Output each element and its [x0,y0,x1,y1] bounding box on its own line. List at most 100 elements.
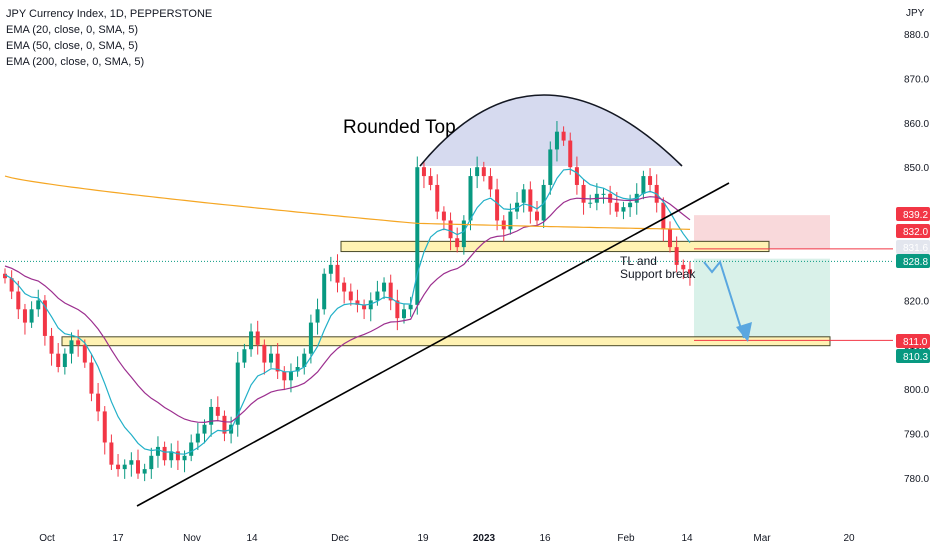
y-axis-tick: 860.0 [904,119,929,130]
candle-body [408,304,413,310]
candle-body [155,446,160,456]
candle-body [288,371,293,381]
candle-body [395,300,400,319]
candle-body [561,131,566,141]
legend-ema-200: EMA (200, close, 0, SMA, 5) [6,56,145,68]
candle-body [581,184,586,203]
projection-arrowhead [736,322,752,342]
candle-body [614,202,619,212]
price-tag-bg [896,349,930,363]
candle-body [448,220,453,239]
candle-body [242,349,247,363]
candle-body [189,442,194,456]
legend-ema-20: EMA (20, close, 0, SMA, 5) [6,24,139,36]
candle-body [62,353,67,367]
candle-body [3,273,7,279]
candle-body [275,353,280,372]
candle-body [96,393,101,412]
candle-body [42,300,47,336]
x-axis-tick: Nov [183,533,201,544]
price-tags: 839.2 832.0 831.6 828.8 811.0 810.3 [896,207,930,363]
price-tag-label: 831.6 [903,243,928,254]
candle-body [621,207,626,212]
support-box-upper [340,240,770,253]
ema-50-line [4,196,691,424]
candle-body [574,167,579,185]
candle-body [661,202,666,230]
candle-body [262,344,267,363]
candle-body [382,282,387,292]
candle-body [435,184,440,212]
candle-body [548,149,553,185]
trendline [136,182,730,507]
x-axis-tick: 14 [681,533,693,544]
candle-body [668,229,672,248]
candle-body [76,340,81,345]
candle-body [388,282,393,301]
candle-body [421,167,426,177]
candle-body [455,238,460,248]
candle-body [222,415,227,434]
candle-body [475,167,480,177]
candle-body [202,424,207,434]
candle-body [481,167,486,177]
price-tag-bg [896,334,930,348]
price-tag: 810.3 [896,349,930,363]
candle-body [49,335,54,354]
candle-body [528,189,533,212]
y-axis-currency: JPY [906,8,925,19]
candle-body [402,309,406,319]
candle-body [508,211,513,230]
candle-body [415,167,420,305]
candle-body [116,464,121,470]
candle-body [295,367,300,372]
candle-body [461,220,466,248]
candle-body [82,344,87,363]
candle-body [136,460,140,474]
x-axis-tick: 20 [843,533,855,544]
x-axis-tick: Feb [617,533,635,544]
chart-legend: JPY Currency Index, 1D, PEPPERSTONE EMA … [6,6,212,70]
x-axis-tick: Oct [39,533,55,544]
candle-body [235,362,240,425]
candle-body [335,264,340,283]
candle-body [9,278,14,292]
ema-200-line [4,175,691,230]
candle-body [568,140,573,168]
price-tag: 831.6 [896,240,930,254]
candle-body [36,300,41,310]
candle-body [488,176,493,190]
x-axis-tick: 19 [417,533,429,544]
x-axis[interactable]: Oct 17 Nov 14 Dec 19 2023 16 Feb 14 Mar 20 [39,533,855,544]
ema-lines [4,168,691,455]
x-axis-tick: Mar [753,533,771,544]
candle-body [302,353,307,367]
candle-body [249,331,254,350]
candle-body [29,309,34,323]
candle-body [69,340,74,354]
x-axis-tick: 2023 [473,533,496,544]
candle-body [515,202,520,212]
candle-body [129,460,134,465]
price-tag: 811.0 [896,334,930,348]
legend-ema-50: EMA (50, close, 0, SMA, 5) [6,40,139,52]
candle-body [375,291,380,301]
candle-body [182,455,187,461]
y-axis-tick: 880.0 [904,30,929,41]
candle-body [16,291,21,310]
candle-body [348,291,353,301]
candle-body [362,304,367,310]
candle-body [22,309,27,323]
candle-body [109,442,114,465]
candle-body [269,353,273,363]
y-axis-tick: 790.0 [904,430,929,441]
legend-title: JPY Currency Index, 1D, PEPPERSTONE [6,8,213,20]
price-tag-label: 828.8 [903,257,928,268]
y-axis-tick: 870.0 [904,74,929,85]
candle-body [142,469,147,474]
rounded-top-arc [419,94,683,167]
price-tag-label: 810.3 [903,352,928,363]
candle-body [149,455,154,470]
candle-body [368,300,373,310]
